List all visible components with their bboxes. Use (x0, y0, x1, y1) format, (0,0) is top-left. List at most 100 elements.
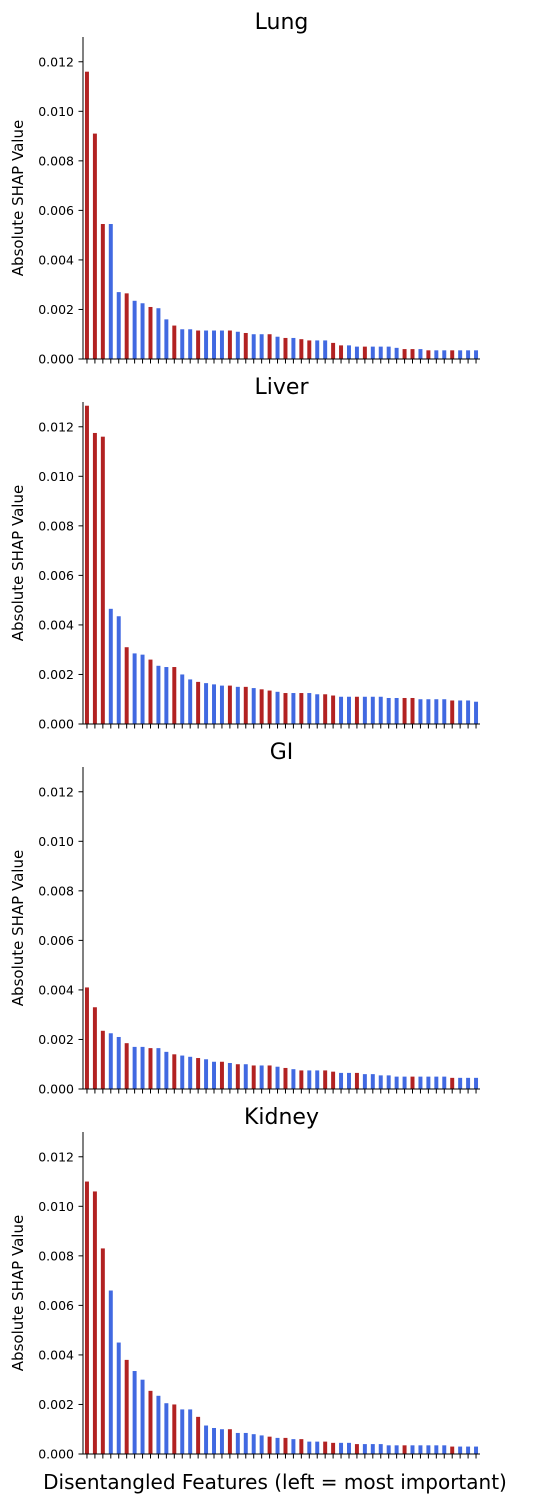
bar (124, 1043, 129, 1089)
bar (235, 1432, 240, 1454)
bar (362, 1444, 367, 1454)
bar (219, 1429, 224, 1454)
bar (442, 1076, 447, 1089)
bar (92, 1007, 97, 1089)
bar (434, 1076, 439, 1089)
bar (458, 350, 463, 359)
bar (172, 667, 177, 724)
bar (339, 696, 344, 724)
bar (92, 133, 97, 359)
y-tick-label: 0.010 (38, 834, 74, 849)
bar (394, 1445, 399, 1454)
bar (188, 1056, 193, 1089)
bar (116, 292, 121, 359)
bar (219, 330, 224, 359)
bar (108, 224, 113, 359)
bar (188, 679, 193, 724)
bar (196, 1416, 201, 1454)
bar (140, 654, 145, 724)
bar (92, 1191, 97, 1454)
bar (235, 686, 240, 724)
bar (347, 345, 351, 359)
bar (386, 346, 391, 359)
y-tick-label: 0.002 (38, 1397, 74, 1412)
bar (426, 350, 431, 359)
bar (204, 330, 209, 359)
bar (466, 350, 471, 359)
bar (275, 1437, 280, 1454)
y-axis-label: Absolute SHAP Value (9, 120, 27, 276)
bar (458, 700, 463, 724)
bar (164, 1403, 169, 1454)
bar (331, 695, 336, 724)
bar (434, 699, 439, 724)
bar (442, 350, 447, 359)
bar (378, 1444, 383, 1454)
bar (212, 330, 216, 359)
bar (474, 1077, 479, 1089)
bar (315, 1070, 320, 1089)
bar (283, 1067, 288, 1089)
bar (307, 1441, 312, 1454)
bar (474, 350, 479, 359)
y-tick-label: 0.010 (38, 104, 74, 119)
bar (100, 1248, 105, 1454)
bar (275, 336, 280, 359)
bar (339, 1072, 344, 1089)
y-tick-label: 0.002 (38, 302, 74, 317)
bar (84, 987, 89, 1089)
y-tick-label: 0.004 (38, 617, 74, 632)
bar (116, 1342, 121, 1454)
bar (299, 1439, 304, 1454)
bar (259, 689, 264, 724)
bar (267, 690, 272, 724)
y-tick-label: 0.006 (38, 933, 74, 948)
bar (386, 1445, 391, 1454)
bar (331, 1071, 336, 1089)
bar (347, 1072, 351, 1089)
bar (394, 1076, 399, 1089)
bar (251, 334, 256, 359)
y-axis-label: Absolute SHAP Value (9, 485, 27, 641)
bar (124, 293, 129, 359)
bar (243, 332, 248, 359)
bar (156, 1395, 161, 1454)
bar (418, 1076, 423, 1089)
bar (204, 683, 209, 724)
bar (140, 1046, 145, 1089)
bar (339, 1442, 344, 1454)
bar (466, 1077, 471, 1089)
bar (100, 1030, 105, 1089)
bar (386, 1075, 391, 1089)
bar (251, 1065, 256, 1089)
bar (84, 1181, 89, 1454)
bar (426, 1445, 431, 1454)
y-tick-label: 0.008 (38, 883, 74, 898)
bar (362, 1074, 367, 1089)
bar (196, 1058, 201, 1089)
bar (100, 436, 105, 724)
bar (243, 686, 248, 724)
bar (204, 1059, 209, 1089)
bar (362, 696, 367, 724)
bar (172, 1054, 177, 1089)
y-tick-label: 0.000 (38, 1082, 74, 1097)
bar (354, 1072, 359, 1089)
bar (132, 1371, 137, 1454)
bar (267, 1436, 272, 1454)
bar (148, 306, 153, 359)
y-tick-label: 0.000 (38, 717, 74, 732)
bar (323, 694, 328, 724)
bar (148, 659, 153, 724)
bar (402, 349, 407, 359)
bar (108, 608, 113, 724)
bar (172, 1404, 177, 1454)
y-tick-label: 0.004 (38, 1347, 74, 1362)
bar (323, 340, 328, 359)
y-tick-label: 0.008 (38, 518, 74, 533)
bar (219, 1061, 224, 1089)
bar (347, 1442, 351, 1454)
bar (219, 685, 224, 724)
bar (212, 684, 216, 724)
bar (466, 1446, 471, 1454)
